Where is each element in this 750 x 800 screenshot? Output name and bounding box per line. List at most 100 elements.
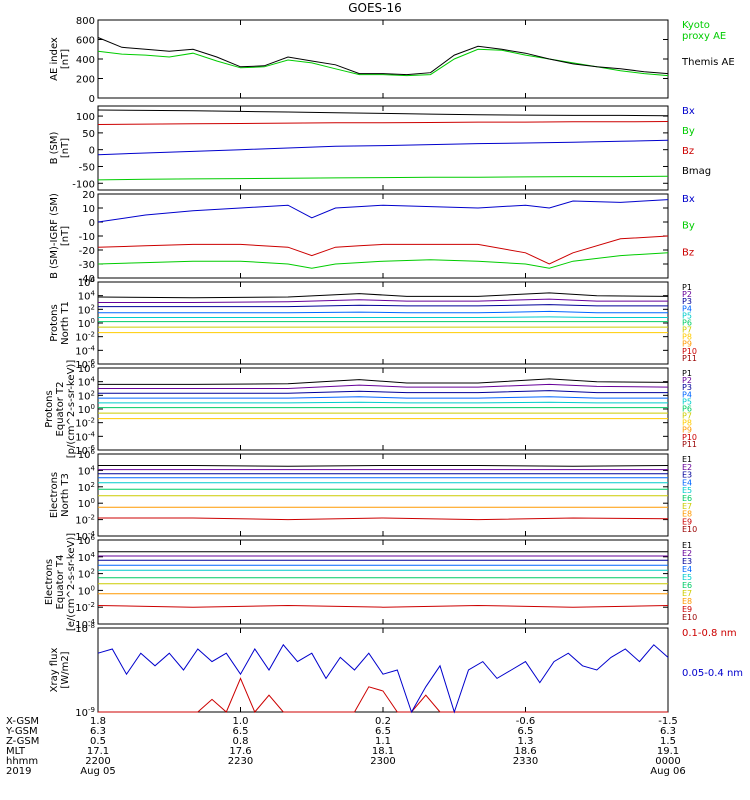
legend-label: E9 — [682, 605, 692, 614]
row-label: MLT — [6, 746, 26, 757]
series-line-e1 — [98, 465, 669, 467]
legend-label: P4 — [682, 304, 692, 313]
row-value: 0.2 — [375, 716, 391, 727]
y-tick-label: -20 — [79, 246, 95, 257]
legend-label: By — [682, 126, 695, 137]
row-value: -0.6 — [516, 716, 536, 727]
y-axis-label: B (SM)[nT] — [49, 131, 71, 164]
legend-label: P7 — [682, 326, 692, 335]
y-tick-label: 50 — [82, 129, 95, 140]
y-tick-label: 100 — [76, 112, 95, 123]
y-axis-label: ElectronsNorth T3 — [49, 472, 71, 518]
legend-label: E4 — [682, 565, 692, 574]
legend-label: E9 — [682, 517, 692, 526]
series-line-themis-ae — [97, 37, 669, 76]
y-tick-label: 10-2 — [75, 601, 95, 614]
y-axis-label: ElectronsEquator T4[e/(cm^2-s-sr-keV)] — [44, 533, 77, 631]
panel-bigrf: -40 -30 -20 -10 0 10 20 B (SM)-IGRF (SM)[nT] Bx B… — [49, 190, 695, 285]
y-tick-label: 104 — [78, 376, 96, 389]
row-value: 1.3 — [518, 736, 534, 747]
row-value: 6.5 — [518, 726, 534, 737]
y-tick-label: 100 — [78, 584, 95, 597]
y-tick-label: 0 — [89, 94, 95, 105]
row-value: 6.3 — [90, 726, 106, 737]
y-tick-label: 200 — [76, 75, 95, 86]
legend-label: Bx — [682, 194, 695, 205]
y-tick-label: 20 — [82, 190, 95, 201]
y-axis-label: Xray flux[W/m2] — [49, 648, 71, 693]
row-value: 1.0 — [233, 716, 249, 727]
series-line-0-05-0-4-nm — [97, 643, 669, 714]
y-tick-label: 104 — [78, 464, 96, 477]
series-line-p4 — [98, 396, 668, 399]
panel-frame — [97, 193, 669, 279]
legend-label: 0.1-0.8 nm — [682, 628, 737, 639]
legend-label: P11 — [682, 354, 697, 363]
row-value: 0.8 — [233, 736, 249, 747]
legend-label: E7 — [682, 589, 692, 598]
series-line-bx — [97, 139, 669, 156]
row-value: 18.6 — [514, 746, 536, 757]
legend-label: E10 — [682, 525, 697, 534]
series-line-p5 — [98, 316, 668, 318]
legend-label: Bz — [682, 146, 694, 157]
y-tick-label: 100 — [78, 497, 95, 510]
row-value: 17.6 — [229, 746, 251, 757]
series-line-p1 — [98, 378, 669, 385]
y-tick-label: 10-4 — [75, 430, 95, 443]
legend-label: E7 — [682, 502, 692, 511]
row-label: Y-GSM — [5, 726, 38, 737]
row-value: 19.1 — [657, 746, 679, 757]
row-value: 2200 — [85, 756, 110, 767]
row-value: 2230 — [228, 756, 253, 767]
legend-label: P4 — [682, 390, 692, 399]
y-tick-label: -10 — [79, 232, 95, 243]
series-line-by — [97, 252, 669, 269]
row-value: 0.5 — [90, 736, 106, 747]
y-tick-label: 0 — [89, 218, 95, 229]
row-value: 2330 — [513, 756, 538, 767]
y-tick-label: 10-8 — [75, 622, 95, 635]
row-value: 2300 — [370, 756, 395, 767]
row-value: 1.1 — [375, 736, 391, 747]
legend-label: Bx — [682, 106, 695, 117]
series-line-p1 — [97, 292, 669, 299]
legend-label: E8 — [682, 510, 692, 519]
row-value: 18.1 — [372, 746, 394, 757]
legend-label: P9 — [682, 340, 692, 349]
panel-frame — [97, 281, 669, 365]
row-label: hhmm — [6, 756, 38, 767]
legend-label: P10 — [682, 347, 697, 356]
legend-label: E5 — [682, 573, 692, 582]
series-line-bz — [97, 121, 669, 125]
y-tick-label: 10 — [82, 204, 95, 215]
legend-label: P2 — [682, 290, 692, 299]
series-line-0-1-0-8-nm — [98, 677, 668, 713]
y-tick-label: -50 — [79, 162, 95, 173]
legend-label: E1 — [682, 455, 692, 464]
panel-bsm: -100 -50 0 50 100 B (SM)[nT] Bx By Bz Bmag — [49, 105, 711, 191]
y-tick-label: 106 — [78, 534, 96, 547]
y-tick-label: 106 — [78, 276, 96, 289]
legend-label: 0.05-0.4 nm — [682, 668, 743, 679]
legend-label: P6 — [682, 404, 692, 413]
row-value: 6.5 — [233, 726, 249, 737]
legend-label: E4 — [682, 478, 692, 487]
row-value: 6.3 — [660, 726, 676, 737]
legend-label: P3 — [682, 383, 692, 392]
series-line-p2 — [98, 298, 668, 303]
y-tick-label: 102 — [78, 568, 95, 581]
y-tick-label: 10-2 — [75, 514, 95, 527]
series-line-kyoto-proxy-ae — [97, 48, 669, 77]
row-value: 1.8 — [90, 716, 106, 727]
y-tick-label: 400 — [76, 55, 95, 66]
row-value: 0000 — [655, 756, 680, 767]
y-tick-label: 10-2 — [75, 417, 95, 430]
y-tick-label: 10-2 — [75, 331, 95, 344]
legend-label: E1 — [682, 541, 692, 550]
legend-label: P11 — [682, 440, 697, 449]
